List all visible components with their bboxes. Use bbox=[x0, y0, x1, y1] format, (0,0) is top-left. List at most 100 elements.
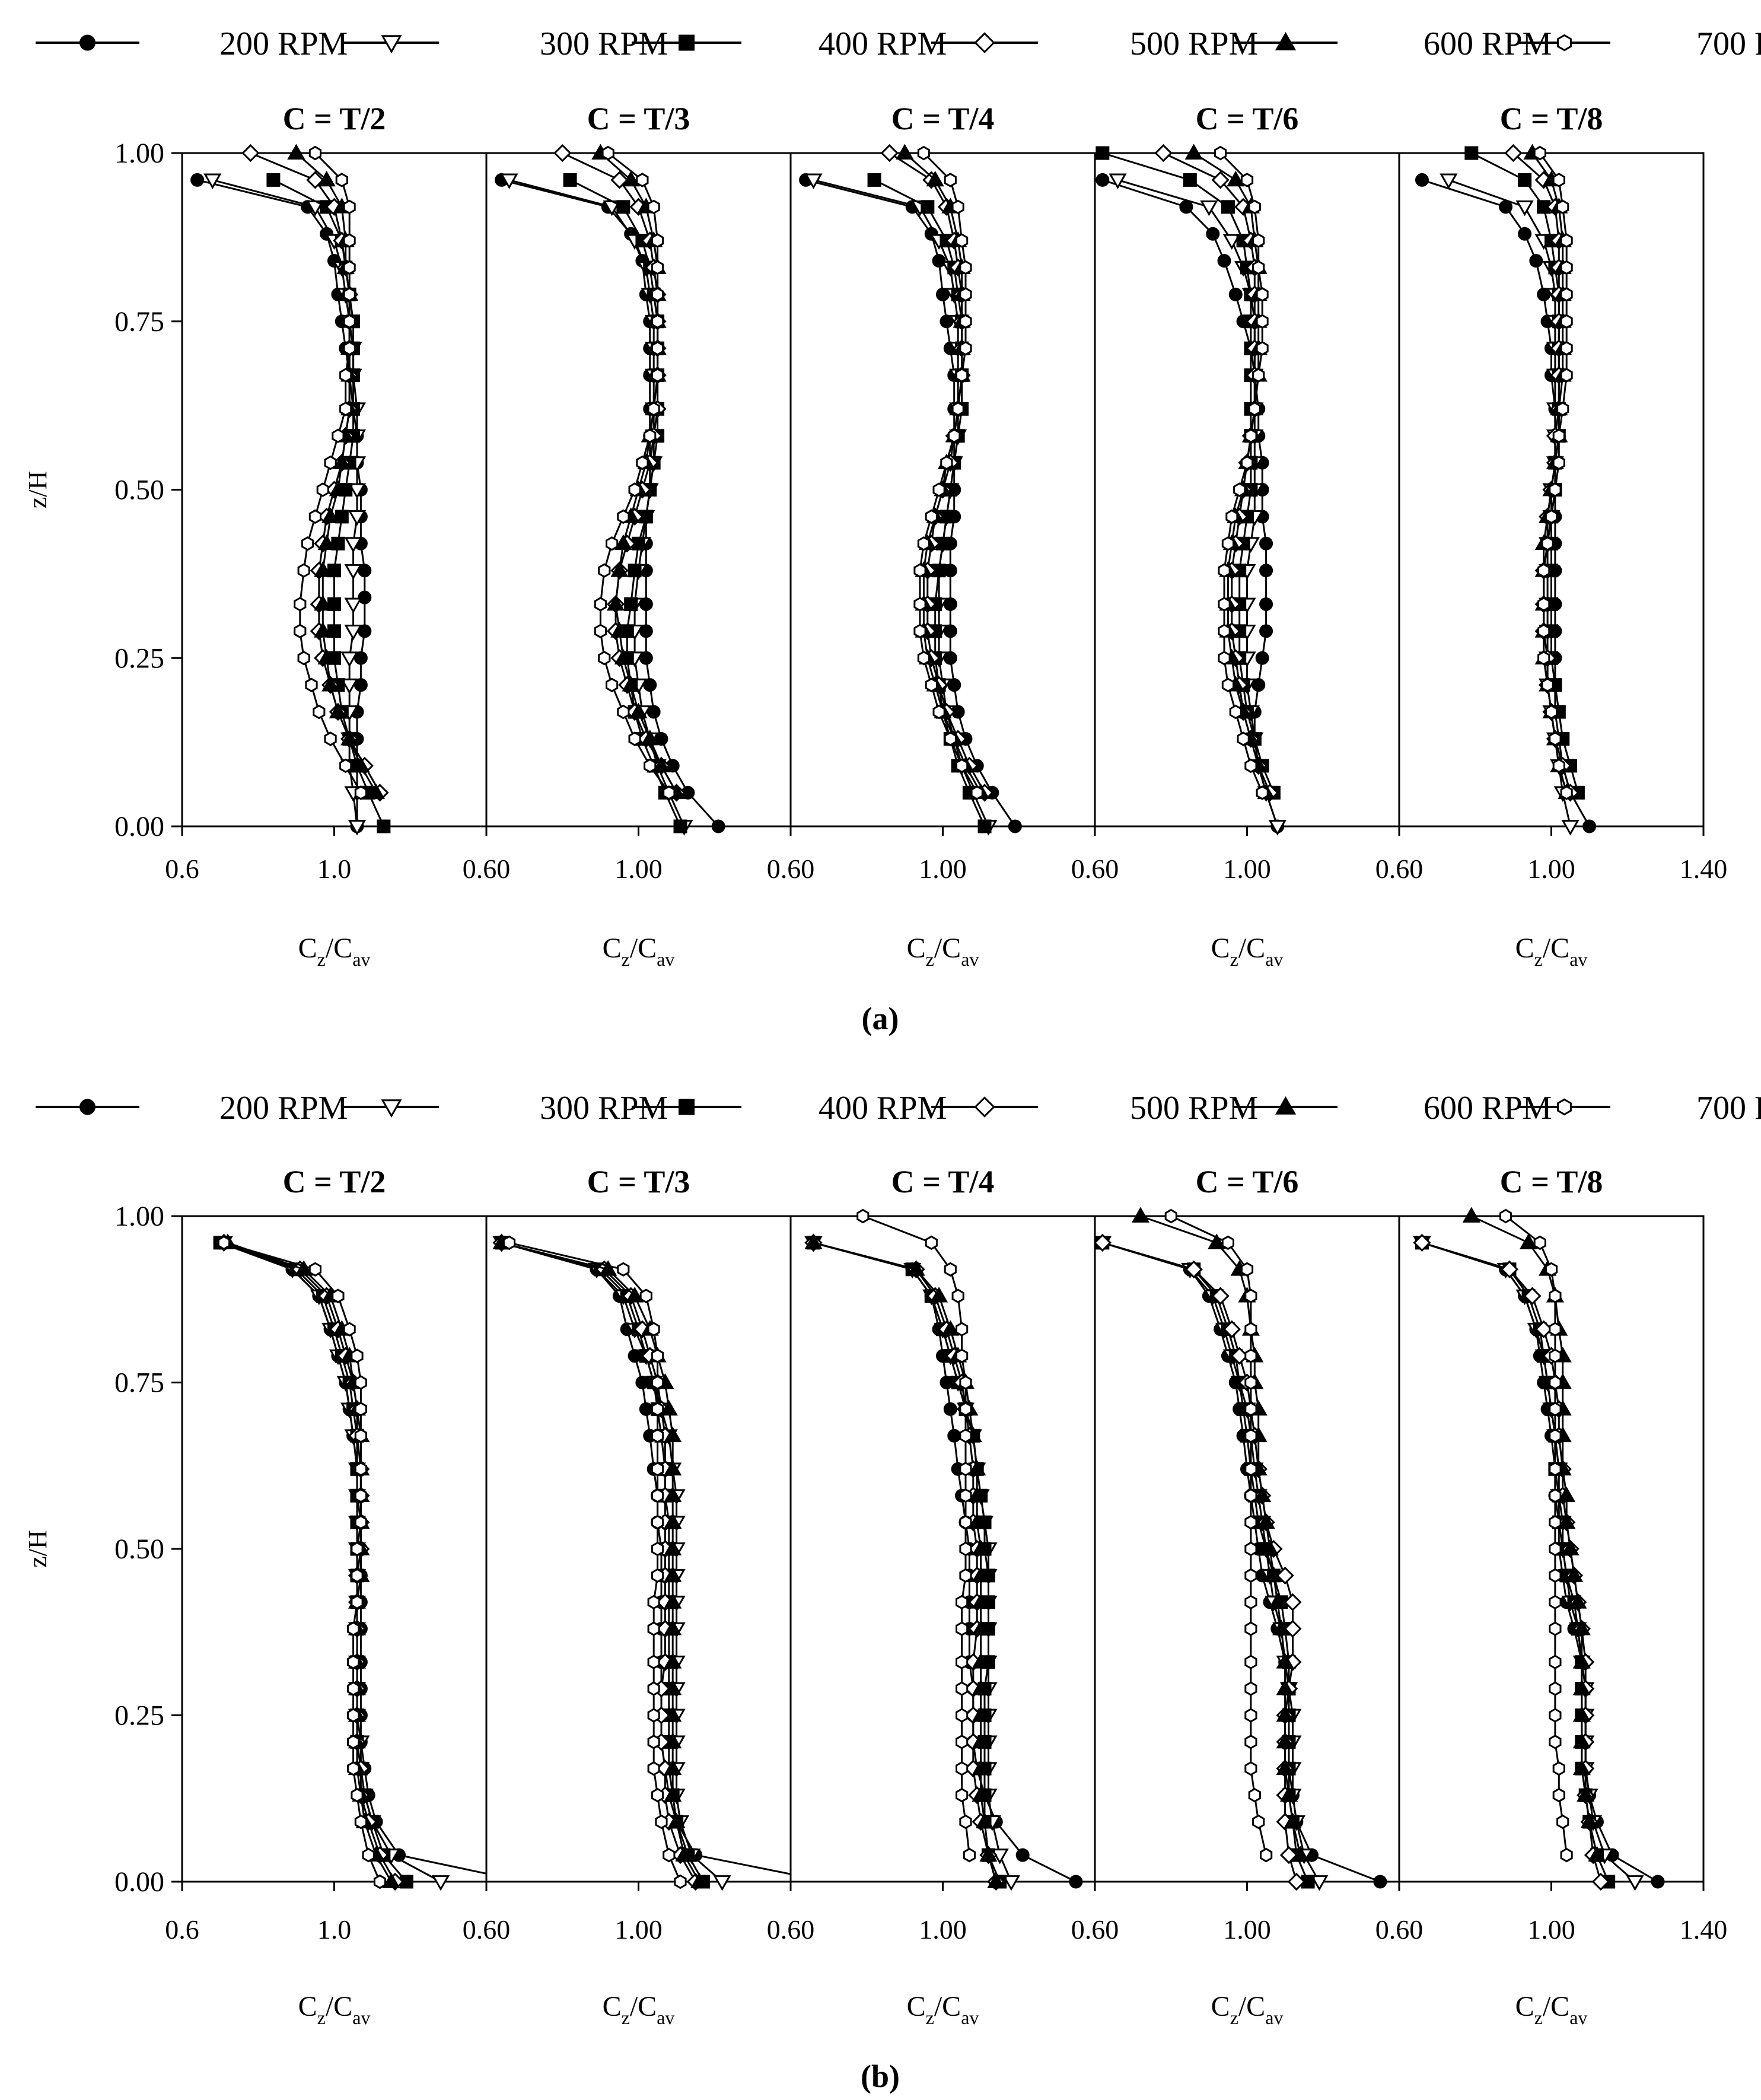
data-point bbox=[610, 171, 629, 189]
series-line bbox=[197, 179, 366, 826]
data-point bbox=[667, 1812, 686, 1828]
data-point bbox=[297, 563, 310, 578]
data-point bbox=[1549, 1402, 1562, 1417]
data-point bbox=[951, 199, 964, 215]
y-tick-label: 1.00 bbox=[114, 1201, 164, 1232]
data-point bbox=[1253, 1486, 1272, 1503]
data-point bbox=[917, 536, 930, 551]
panel-title: C = T/6 bbox=[1196, 101, 1299, 136]
data-point bbox=[977, 819, 992, 833]
data-point bbox=[1561, 1539, 1580, 1555]
series-500-rpm bbox=[804, 1233, 1005, 1891]
data-point bbox=[1240, 1262, 1254, 1277]
data-point bbox=[1008, 819, 1022, 833]
series-line bbox=[562, 152, 677, 794]
data-point bbox=[622, 676, 640, 692]
data-point bbox=[1556, 199, 1569, 215]
data-point bbox=[1572, 1706, 1591, 1722]
series-700-rpm bbox=[594, 145, 676, 800]
data-point bbox=[1549, 1568, 1562, 1583]
data-point bbox=[1268, 820, 1286, 836]
data-point bbox=[1560, 233, 1573, 248]
data-point bbox=[925, 1235, 938, 1251]
legend-label: 200 RPM bbox=[219, 26, 348, 62]
data-point bbox=[651, 1488, 664, 1503]
data-point bbox=[594, 623, 607, 639]
x-axis-label: Cz/Cav bbox=[1515, 1991, 1588, 2028]
data-point bbox=[1256, 341, 1269, 356]
data-point bbox=[643, 678, 657, 692]
data-point bbox=[651, 1348, 664, 1363]
data-point bbox=[598, 651, 611, 666]
data-point bbox=[1537, 287, 1551, 301]
data-point bbox=[335, 173, 348, 187]
data-point bbox=[951, 1288, 964, 1303]
data-point bbox=[959, 1541, 972, 1557]
legend-item: 400 RPM bbox=[632, 26, 947, 62]
data-point bbox=[626, 1287, 644, 1303]
data-point bbox=[651, 1514, 664, 1530]
data-point bbox=[1221, 1235, 1234, 1251]
data-point bbox=[1256, 287, 1269, 302]
panel-title: C = T/8 bbox=[1500, 101, 1603, 136]
data-point bbox=[1259, 624, 1273, 638]
x-tick-label: 1.00 bbox=[614, 1914, 663, 1945]
x-tick-label: 1.00 bbox=[1223, 1914, 1271, 1945]
data-point bbox=[344, 564, 362, 580]
data-point bbox=[972, 1566, 990, 1582]
data-point bbox=[1588, 1846, 1606, 1862]
data-point bbox=[343, 260, 356, 275]
data-point bbox=[354, 1402, 367, 1417]
data-point bbox=[1577, 1786, 1595, 1802]
data-point bbox=[616, 200, 630, 214]
data-point bbox=[1537, 563, 1550, 578]
data-point bbox=[1218, 563, 1231, 578]
data-point bbox=[313, 704, 326, 720]
data-point bbox=[1244, 1402, 1257, 1417]
data-point bbox=[594, 597, 607, 612]
data-point bbox=[1549, 1654, 1562, 1669]
data-point bbox=[1244, 1681, 1257, 1696]
data-point bbox=[1257, 1513, 1275, 1529]
data-point bbox=[867, 173, 881, 187]
data-point bbox=[1260, 1539, 1279, 1555]
data-point bbox=[1518, 227, 1532, 241]
panel-2: C = T/3 0.60 1.00 Cz/Cav bbox=[463, 1164, 792, 2028]
data-point bbox=[1549, 1514, 1562, 1530]
data-point bbox=[947, 1428, 961, 1443]
data-point bbox=[335, 510, 349, 524]
data-point bbox=[1549, 1375, 1562, 1390]
data-point bbox=[664, 1513, 682, 1529]
data-point bbox=[1415, 173, 1429, 187]
panel-3: C = T/4 0.60 1.00 Cz/Cav bbox=[767, 101, 1096, 970]
series-line bbox=[509, 1242, 682, 1882]
data-point bbox=[308, 509, 321, 524]
data-point bbox=[1109, 173, 1127, 189]
data-point bbox=[673, 819, 687, 833]
data-point bbox=[1413, 1233, 1431, 1252]
series-400-rpm bbox=[1096, 1236, 1315, 1889]
data-point bbox=[651, 1568, 664, 1583]
data-point bbox=[1248, 1787, 1261, 1803]
data-point bbox=[1252, 368, 1265, 383]
data-point bbox=[343, 341, 356, 356]
series-line bbox=[1102, 1242, 1309, 1882]
data-point bbox=[622, 170, 640, 187]
x-tick-label: 0.60 bbox=[767, 1914, 815, 1945]
data-point bbox=[940, 314, 954, 329]
data-point bbox=[943, 1402, 957, 1416]
data-point bbox=[959, 1514, 972, 1530]
series-200-rpm bbox=[1096, 1236, 1387, 1889]
data-point bbox=[641, 729, 659, 746]
data-point bbox=[1523, 1287, 1542, 1305]
data-point bbox=[651, 1462, 664, 1477]
data-point bbox=[1244, 1654, 1257, 1669]
data-point bbox=[1560, 1847, 1573, 1863]
data-point bbox=[913, 563, 926, 578]
legend-label: 400 RPM bbox=[819, 26, 947, 62]
data-point bbox=[647, 1761, 660, 1776]
data-point bbox=[1560, 287, 1573, 302]
data-point bbox=[305, 677, 318, 692]
data-point bbox=[913, 597, 926, 612]
data-point bbox=[651, 1402, 664, 1417]
